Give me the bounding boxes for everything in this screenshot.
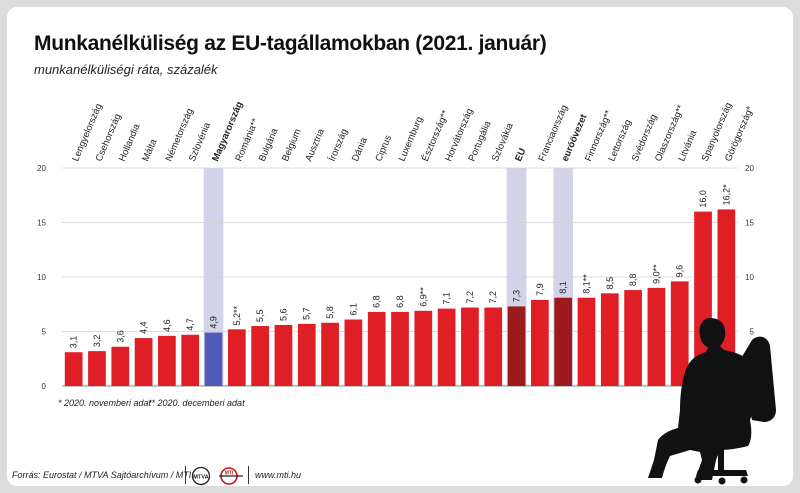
category-label-11: Írország bbox=[327, 127, 351, 163]
value-label-21: 8,1 bbox=[558, 281, 568, 294]
value-label-15: 6,9** bbox=[418, 287, 428, 307]
category-label-10: Ausztria bbox=[303, 127, 327, 164]
bar-15 bbox=[414, 310, 433, 386]
bar-4 bbox=[158, 335, 176, 386]
chart-subtitle: munkanélküliségi ráta, százalék bbox=[34, 62, 218, 77]
bar-20 bbox=[531, 299, 549, 386]
bar-10 bbox=[297, 323, 316, 386]
source-line: Forrás: Eurostat / MTVA Sajtóarchívum / … bbox=[12, 470, 192, 480]
bar-0 bbox=[64, 352, 83, 386]
mtva-logo: MTVA bbox=[191, 466, 211, 486]
value-label-25: 9,0** bbox=[651, 264, 661, 284]
value-label-23: 8,5 bbox=[605, 277, 615, 290]
value-label-1: 3,2 bbox=[92, 335, 102, 348]
bar-21 bbox=[554, 297, 573, 386]
bar-11 bbox=[321, 322, 339, 386]
bar-8 bbox=[251, 326, 269, 386]
value-label-10: 5,7 bbox=[302, 307, 312, 320]
bar-26 bbox=[670, 281, 689, 386]
y-tick-right-15: 15 bbox=[745, 219, 754, 228]
value-label-16: 7,1 bbox=[442, 292, 452, 305]
value-label-13: 6,8 bbox=[372, 295, 382, 308]
value-label-5: 4,7 bbox=[185, 318, 195, 331]
value-label-27: 16,0 bbox=[698, 190, 708, 208]
background-panel bbox=[7, 7, 793, 486]
value-label-28: 16,2* bbox=[721, 184, 731, 206]
y-tick-left-10: 10 bbox=[37, 273, 46, 282]
bar-12 bbox=[344, 319, 363, 386]
value-label-7: 5,2** bbox=[232, 305, 242, 325]
y-tick-right-5: 5 bbox=[750, 328, 755, 337]
value-label-12: 6,1 bbox=[348, 303, 358, 316]
y-tick-left-5: 5 bbox=[42, 328, 47, 337]
value-label-0: 3,1 bbox=[69, 336, 79, 349]
bar-1 bbox=[88, 351, 106, 386]
category-label-9: Belgium bbox=[280, 127, 304, 163]
bar-13 bbox=[367, 311, 386, 386]
category-label-5: Szlovénia bbox=[187, 120, 214, 163]
mtva-logo-text: MTVA bbox=[193, 475, 208, 481]
footer-url: www.mti.hu bbox=[255, 470, 302, 480]
bar-18 bbox=[484, 307, 503, 386]
footnote-december: ** 2020. decemberi adat bbox=[148, 398, 245, 408]
value-label-8: 5,5 bbox=[255, 310, 265, 323]
value-label-26: 9,6 bbox=[675, 265, 685, 278]
category-label-2: Hollandia bbox=[117, 122, 143, 163]
value-label-24: 8,8 bbox=[628, 274, 638, 287]
bar-22 bbox=[577, 297, 596, 386]
category-label-26: Litvánia bbox=[676, 128, 699, 163]
bar-14 bbox=[391, 311, 409, 386]
category-label-17: Portugália bbox=[467, 119, 494, 163]
bar-7 bbox=[227, 329, 246, 386]
category-label-3: Málta bbox=[140, 137, 159, 163]
category-label-12: Dánia bbox=[350, 135, 370, 163]
mti-logo-text: MTI bbox=[225, 471, 234, 477]
bar-17 bbox=[461, 307, 479, 386]
bar-19 bbox=[507, 306, 526, 386]
bar-5 bbox=[181, 334, 200, 386]
chart-title: Munkanélküliség az EU-tagállamokban (202… bbox=[34, 32, 547, 55]
value-label-22: 8,1** bbox=[581, 274, 591, 294]
y-tick-right-10: 10 bbox=[745, 273, 754, 282]
mti-logo: MTI bbox=[219, 467, 243, 485]
value-label-14: 6,8 bbox=[395, 295, 405, 308]
footer-divider bbox=[185, 466, 186, 484]
value-label-9: 5,6 bbox=[278, 308, 288, 321]
value-label-3: 4,4 bbox=[139, 322, 149, 335]
y-tick-right-20: 20 bbox=[745, 164, 754, 173]
value-label-4: 4,6 bbox=[162, 319, 172, 332]
category-label-13: Ciprus bbox=[373, 133, 394, 163]
value-label-18: 7,2 bbox=[488, 291, 498, 304]
bar-16 bbox=[437, 308, 456, 386]
footer-divider-2 bbox=[248, 466, 249, 484]
bar-9 bbox=[274, 324, 293, 386]
bar-24 bbox=[624, 290, 642, 386]
bar-6 bbox=[204, 332, 223, 386]
value-label-6: 4,9 bbox=[209, 316, 219, 329]
value-label-19: 7,3 bbox=[512, 290, 522, 303]
value-label-11: 5,8 bbox=[325, 306, 335, 319]
bar-23 bbox=[600, 293, 619, 386]
bar-3 bbox=[134, 338, 153, 386]
y-tick-left-20: 20 bbox=[37, 164, 46, 173]
category-label-8: Bulgária bbox=[257, 126, 281, 163]
y-tick-left-0: 0 bbox=[42, 382, 47, 391]
category-label-18: Szlovákia bbox=[490, 121, 516, 163]
value-label-2: 3,6 bbox=[115, 330, 125, 343]
value-label-17: 7,2 bbox=[465, 291, 475, 304]
bar-2 bbox=[111, 346, 130, 386]
footnote-november: * 2020. novemberi adat bbox=[58, 398, 152, 408]
seated-person-silhouette bbox=[648, 318, 776, 485]
y-tick-left-15: 15 bbox=[37, 219, 46, 228]
category-label-19: EU bbox=[513, 147, 528, 164]
bar-25 bbox=[647, 287, 666, 386]
value-label-20: 7,9 bbox=[535, 283, 545, 296]
